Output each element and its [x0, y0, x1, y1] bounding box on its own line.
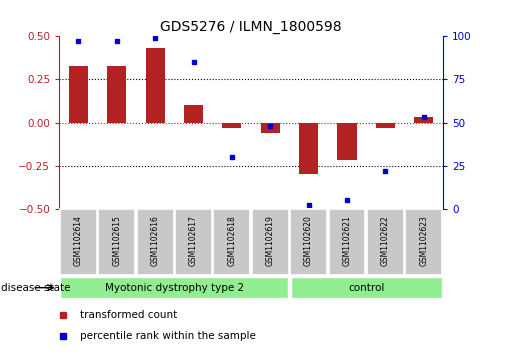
Bar	[184, 105, 203, 122]
Text: disease state: disease state	[1, 283, 71, 293]
Text: GSM1102614: GSM1102614	[74, 216, 83, 266]
FancyBboxPatch shape	[405, 209, 442, 275]
Text: GSM1102615: GSM1102615	[112, 216, 121, 266]
Text: GSM1102617: GSM1102617	[189, 216, 198, 266]
FancyBboxPatch shape	[60, 277, 288, 298]
Text: percentile rank within the sample: percentile rank within the sample	[80, 331, 256, 341]
FancyBboxPatch shape	[136, 209, 174, 275]
Bar	[337, 122, 356, 160]
FancyBboxPatch shape	[175, 209, 212, 275]
Text: GSM1102623: GSM1102623	[419, 216, 428, 266]
Text: GSM1102620: GSM1102620	[304, 216, 313, 266]
Bar	[69, 66, 88, 122]
Bar	[222, 122, 242, 128]
Bar	[261, 122, 280, 133]
Text: GSM1102621: GSM1102621	[342, 216, 351, 266]
FancyBboxPatch shape	[367, 209, 404, 275]
FancyBboxPatch shape	[213, 209, 250, 275]
FancyBboxPatch shape	[98, 209, 135, 275]
Bar	[414, 117, 433, 122]
FancyBboxPatch shape	[60, 209, 97, 275]
Title: GDS5276 / ILMN_1800598: GDS5276 / ILMN_1800598	[160, 20, 342, 34]
Text: control: control	[348, 283, 384, 293]
Text: GSM1102616: GSM1102616	[151, 216, 160, 266]
FancyBboxPatch shape	[290, 277, 442, 298]
FancyBboxPatch shape	[329, 209, 366, 275]
Bar	[299, 122, 318, 174]
FancyBboxPatch shape	[252, 209, 289, 275]
Text: transformed count: transformed count	[80, 310, 178, 320]
Bar	[146, 48, 165, 122]
Text: GSM1102622: GSM1102622	[381, 216, 390, 266]
Bar	[376, 122, 395, 128]
FancyBboxPatch shape	[290, 209, 327, 275]
Text: GSM1102619: GSM1102619	[266, 216, 274, 266]
Bar	[107, 66, 126, 122]
Text: Myotonic dystrophy type 2: Myotonic dystrophy type 2	[105, 283, 244, 293]
Text: GSM1102618: GSM1102618	[228, 216, 236, 266]
